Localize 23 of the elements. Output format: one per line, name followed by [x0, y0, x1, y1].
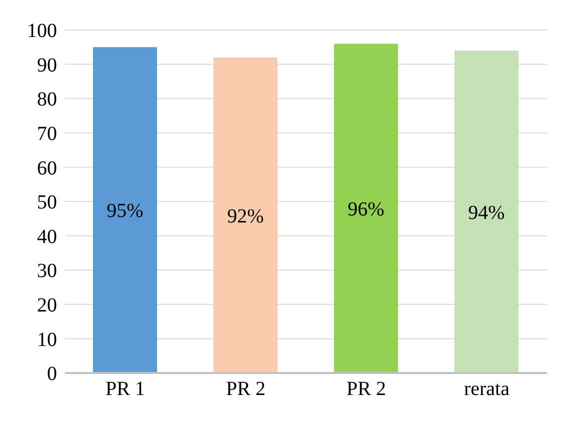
data-label: 92%	[227, 205, 264, 228]
bar	[454, 50, 518, 373]
x-tick-label: PR 2	[226, 378, 266, 400]
y-tick-label: 100	[27, 20, 57, 42]
y-tick-label: 50	[37, 192, 57, 214]
x-tick-label: PR 1	[106, 378, 145, 400]
y-tick-label: 80	[37, 88, 57, 111]
y-tick-label: 40	[37, 226, 57, 248]
bar	[214, 57, 278, 373]
bar	[334, 44, 398, 373]
y-tick-label: 10	[37, 328, 57, 351]
y-tick-label: 30	[37, 260, 57, 282]
data-label: 96%	[348, 198, 384, 220]
y-tick-label: 90	[37, 54, 57, 76]
y-tick-label: 60	[37, 157, 57, 180]
x-tick-label: rerata	[464, 378, 510, 400]
y-tick-label: 0	[47, 363, 57, 386]
y-tick-label: 20	[37, 294, 57, 316]
bar	[93, 47, 157, 373]
x-tick-label: PR 2	[346, 378, 386, 400]
y-tick-label: 70	[37, 123, 57, 145]
data-label: 94%	[468, 202, 505, 224]
data-label: 95%	[106, 200, 144, 222]
